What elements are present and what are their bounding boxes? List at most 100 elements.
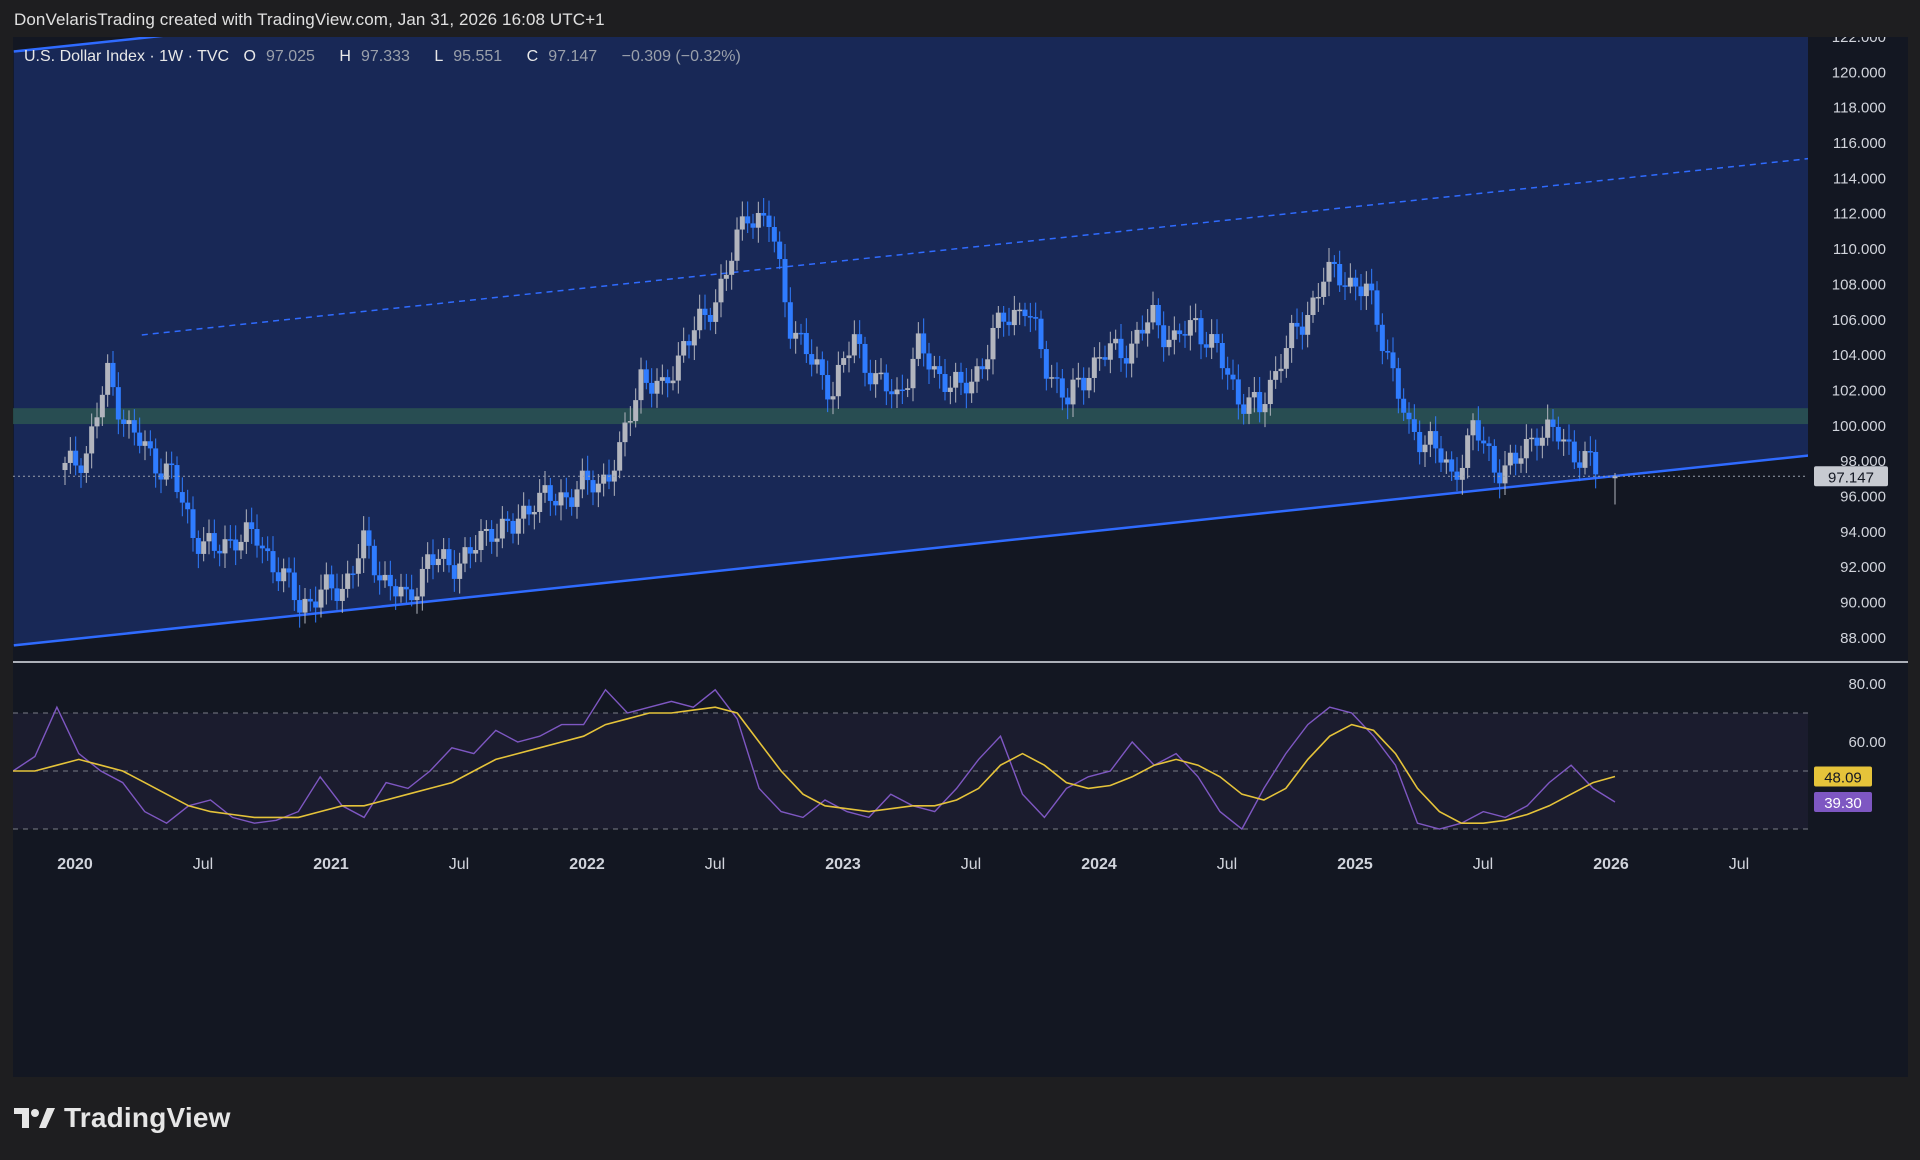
candle-body xyxy=(1443,459,1449,463)
candle-body xyxy=(595,483,601,493)
candle-body xyxy=(1235,379,1241,405)
candle-body xyxy=(963,382,969,394)
legend-close-label: C xyxy=(526,48,539,65)
legend-symbol: U.S. Dollar Index · 1W · TVC xyxy=(24,48,230,65)
candle-body xyxy=(105,362,111,395)
candle-body xyxy=(889,391,895,395)
candle-body xyxy=(1166,339,1172,348)
price-axis-label: 92.000 xyxy=(1840,559,1886,576)
candle-body xyxy=(1225,368,1231,375)
candle-body xyxy=(83,453,89,473)
candle-body xyxy=(899,389,905,392)
candle-body xyxy=(201,541,207,554)
candle-body xyxy=(1449,459,1455,472)
candle-body xyxy=(1134,329,1140,344)
candle-body xyxy=(1214,334,1220,344)
candle-body xyxy=(878,372,884,375)
candle-body xyxy=(131,420,137,433)
price-axis-label: 98.000 xyxy=(1840,453,1886,470)
candle-body xyxy=(857,334,863,344)
candle-body xyxy=(249,522,255,530)
candle-body xyxy=(665,377,671,384)
candle-body xyxy=(99,394,105,418)
tradingview-logo[interactable]: TradingView xyxy=(14,1102,231,1134)
candle-body xyxy=(94,417,100,427)
candle-body xyxy=(505,518,511,521)
rsi-line xyxy=(13,688,1616,831)
price-axis-label: 90.000 xyxy=(1840,595,1886,612)
symbol-legend: U.S. Dollar Index · 1W · TVC O 97.025 H 97… xyxy=(24,48,751,66)
candle-body xyxy=(222,539,228,554)
time-axis-label: Jul xyxy=(705,856,725,873)
price-axis-label: 122.000 xyxy=(1832,37,1886,46)
candle-body xyxy=(1566,439,1572,442)
candle-body xyxy=(569,497,575,507)
candle-body xyxy=(62,462,68,471)
price-axis-label: 94.000 xyxy=(1840,524,1886,541)
candle-body xyxy=(73,450,79,466)
candle-body xyxy=(206,533,212,542)
candle-body xyxy=(846,355,852,359)
candle-body xyxy=(985,359,991,370)
candle-body xyxy=(1513,452,1519,464)
candle-body xyxy=(547,485,553,501)
candle-body xyxy=(851,334,857,356)
candle-body xyxy=(67,450,73,463)
candle-body xyxy=(158,473,164,480)
candle-body xyxy=(483,528,489,531)
candle-body xyxy=(1230,374,1236,380)
candle-body xyxy=(398,586,404,597)
candle-body xyxy=(265,548,271,552)
candle-body xyxy=(323,574,329,590)
candle-body xyxy=(675,355,681,381)
price-axis-label: 100.000 xyxy=(1832,418,1886,435)
candle-body xyxy=(137,432,143,446)
candle-body xyxy=(414,596,420,601)
candle-body xyxy=(515,518,521,534)
candle-body xyxy=(313,601,319,608)
candle-body xyxy=(563,492,569,498)
price-axis-label: 104.000 xyxy=(1832,347,1886,364)
candle-body xyxy=(1241,404,1247,414)
candle-body xyxy=(1390,352,1396,369)
candle-body xyxy=(451,565,457,579)
candle-body xyxy=(723,274,729,279)
candle-body xyxy=(334,588,340,601)
candle-body xyxy=(734,229,740,261)
candle-body xyxy=(670,380,676,384)
candle-body xyxy=(1401,398,1407,413)
candle-body xyxy=(510,520,516,534)
candle-body xyxy=(862,343,868,373)
candle-body xyxy=(89,426,95,454)
candle-body xyxy=(169,463,175,466)
time-axis-label: 2023 xyxy=(825,856,861,873)
candle-body xyxy=(1011,309,1017,326)
candle-body xyxy=(1502,465,1508,484)
legend-open-label: O xyxy=(243,48,256,65)
channel-fill xyxy=(13,37,1908,646)
candle-body xyxy=(1363,283,1369,297)
candle-body xyxy=(1465,435,1471,468)
candle-body xyxy=(1289,322,1295,349)
candle-body xyxy=(259,545,265,549)
candle-body xyxy=(830,396,836,400)
candle-body xyxy=(179,492,185,503)
candle-body xyxy=(1150,304,1156,323)
price-chart[interactable]: 122.000 120.000 118.000 116.000 114.000 112.0… xyxy=(13,37,1908,1077)
candle-body xyxy=(227,539,233,541)
candle-body xyxy=(777,241,783,260)
candle-body xyxy=(291,572,297,601)
candle-body xyxy=(147,441,153,449)
legend-low: 95.551 xyxy=(453,48,503,65)
candle-body xyxy=(142,441,148,446)
candle-body xyxy=(377,575,383,581)
candle-body xyxy=(409,589,415,601)
candle-body xyxy=(627,421,633,423)
candle-body xyxy=(1331,261,1337,264)
candle-body xyxy=(1326,261,1332,282)
candle-body xyxy=(1529,437,1535,440)
candle-body xyxy=(1113,338,1119,344)
candle-body xyxy=(1273,371,1279,380)
candle-body xyxy=(1187,320,1193,336)
time-axis-label: 2026 xyxy=(1593,856,1629,873)
